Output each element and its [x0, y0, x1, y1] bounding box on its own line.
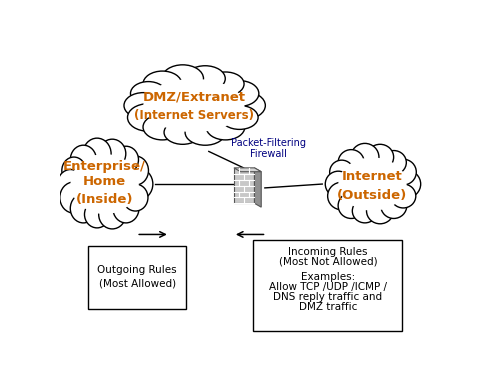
Text: DMZ traffic: DMZ traffic [299, 302, 357, 312]
Bar [253, 240, 402, 331]
Text: Allow TCP /UDP /ICMP /: Allow TCP /UDP /ICMP / [269, 282, 387, 292]
Ellipse shape [143, 71, 182, 97]
Bar [88, 246, 186, 308]
Ellipse shape [206, 114, 245, 140]
Ellipse shape [113, 194, 139, 223]
Ellipse shape [162, 65, 204, 92]
Text: Incoming Rules: Incoming Rules [288, 247, 368, 257]
Ellipse shape [62, 157, 86, 184]
Ellipse shape [123, 184, 148, 211]
Text: Internet: Internet [342, 170, 403, 183]
Ellipse shape [122, 156, 148, 185]
Polygon shape [234, 168, 261, 172]
Text: Outgoing Rules: Outgoing Rules [97, 265, 177, 275]
Ellipse shape [336, 154, 408, 214]
Text: DMZ/Extranet: DMZ/Extranet [143, 91, 245, 104]
Ellipse shape [393, 170, 420, 198]
Ellipse shape [381, 193, 407, 218]
Ellipse shape [367, 144, 394, 170]
Ellipse shape [224, 92, 265, 119]
Ellipse shape [351, 143, 379, 171]
Ellipse shape [58, 169, 84, 199]
Ellipse shape [70, 145, 96, 174]
Ellipse shape [328, 182, 356, 210]
Ellipse shape [338, 150, 364, 175]
Ellipse shape [144, 79, 244, 132]
Text: (Internet Servers): (Internet Servers) [134, 109, 254, 122]
Ellipse shape [124, 93, 163, 118]
Ellipse shape [185, 119, 225, 145]
Ellipse shape [83, 138, 111, 169]
Ellipse shape [390, 159, 416, 185]
Ellipse shape [140, 75, 248, 136]
Text: Home: Home [83, 175, 126, 188]
Ellipse shape [338, 193, 364, 218]
Ellipse shape [71, 154, 139, 214]
Ellipse shape [164, 121, 201, 144]
Polygon shape [254, 168, 261, 207]
Ellipse shape [367, 198, 394, 224]
Ellipse shape [143, 114, 182, 140]
Ellipse shape [99, 139, 126, 168]
Ellipse shape [185, 66, 225, 92]
Ellipse shape [131, 82, 166, 105]
Ellipse shape [391, 184, 416, 208]
Text: (Outside): (Outside) [337, 189, 408, 202]
Ellipse shape [69, 150, 141, 218]
Ellipse shape [330, 160, 354, 184]
Text: Packet-Filtering
Firewall: Packet-Filtering Firewall [231, 138, 306, 159]
Ellipse shape [99, 200, 126, 229]
Ellipse shape [352, 199, 377, 223]
Ellipse shape [125, 169, 153, 199]
Ellipse shape [338, 157, 407, 211]
Ellipse shape [128, 104, 169, 131]
Ellipse shape [113, 146, 139, 173]
Text: DNS reply traffic and: DNS reply traffic and [273, 292, 383, 302]
Polygon shape [234, 168, 254, 203]
Text: Enterprise/: Enterprise/ [63, 161, 146, 173]
Ellipse shape [84, 201, 109, 228]
Ellipse shape [221, 105, 258, 129]
Ellipse shape [325, 171, 351, 197]
Text: (Inside): (Inside) [76, 193, 133, 206]
Ellipse shape [60, 182, 88, 213]
Text: (Most Not Allowed): (Most Not Allowed) [278, 257, 377, 267]
Text: Examples:: Examples: [300, 271, 355, 281]
Ellipse shape [70, 194, 96, 223]
Ellipse shape [381, 151, 407, 174]
Text: (Most Allowed): (Most Allowed) [98, 278, 176, 288]
Ellipse shape [207, 72, 244, 96]
Ellipse shape [220, 81, 259, 106]
